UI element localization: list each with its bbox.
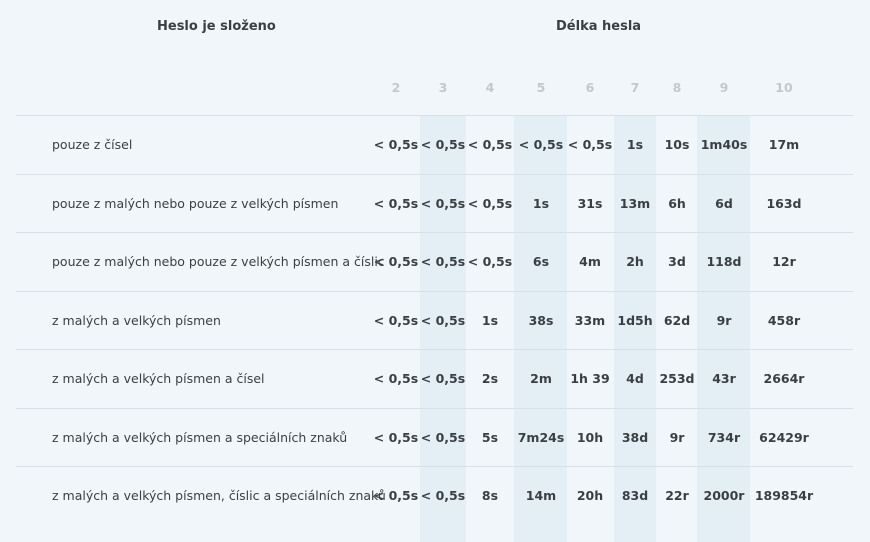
- crack-time-cell: < 0,5s: [373, 430, 419, 445]
- crack-time-cell: < 0,5s: [467, 196, 513, 211]
- row-label: pouze z čísel: [52, 137, 133, 152]
- row-divider: [16, 291, 853, 292]
- crack-time-cell: 8s: [481, 488, 499, 503]
- crack-time-cell: < 0,5s: [373, 196, 419, 211]
- crack-time-cell: < 0,5s: [467, 137, 513, 152]
- crack-time-cell: < 0,5s: [420, 313, 466, 328]
- crack-time-cell: 2s: [481, 371, 499, 386]
- crack-time-cell: 6s: [532, 254, 550, 269]
- crack-time-cell: 7m24s: [517, 430, 565, 445]
- row-label: z malých a velkých písmen a speciálních …: [52, 430, 348, 445]
- crack-time-cell: 9r: [716, 313, 732, 328]
- length-col-header: 10: [775, 80, 793, 95]
- column-stripe: [514, 116, 567, 542]
- length-col-header: 8: [672, 80, 682, 95]
- row-label: z malých a velkých písmen: [52, 313, 221, 328]
- crack-time-cell: 43r: [712, 371, 736, 386]
- crack-time-cell: 189854r: [754, 488, 814, 503]
- row-divider: [16, 174, 853, 175]
- crack-time-cell: 62d: [663, 313, 691, 328]
- crack-time-cell: 6d: [715, 196, 733, 211]
- length-col-header: 6: [585, 80, 595, 95]
- crack-time-cell: < 0,5s: [373, 488, 419, 503]
- crack-time-cell: 2m: [530, 371, 552, 386]
- crack-time-cell: < 0,5s: [567, 137, 613, 152]
- length-col-header: 9: [719, 80, 729, 95]
- crack-time-cell: 458r: [767, 313, 801, 328]
- row-label: pouze z malých nebo pouze z velkých písm…: [52, 254, 385, 269]
- crack-time-cell: 12r: [772, 254, 796, 269]
- row-divider: [16, 349, 853, 350]
- column-stripe: [420, 116, 466, 542]
- crack-time-cell: 1m40s: [700, 137, 748, 152]
- crack-time-cell: 14m: [525, 488, 557, 503]
- crack-time-cell: 83d: [621, 488, 649, 503]
- crack-time-cell: < 0,5s: [420, 371, 466, 386]
- crack-time-cell: 734r: [707, 430, 741, 445]
- crack-time-cell: < 0,5s: [420, 488, 466, 503]
- row-divider: [16, 232, 853, 233]
- row-divider: [16, 115, 853, 116]
- crack-time-cell: 38d: [621, 430, 649, 445]
- crack-time-cell: 253d: [659, 371, 695, 386]
- crack-time-cell: 31s: [577, 196, 603, 211]
- crack-time-cell: 17m: [768, 137, 800, 152]
- crack-time-cell: 1s: [532, 196, 550, 211]
- length-header: Délka hesla: [556, 19, 642, 34]
- crack-time-cell: 13m: [619, 196, 651, 211]
- crack-time-cell: 3d: [668, 254, 686, 269]
- crack-time-cell: 1s: [481, 313, 499, 328]
- crack-time-cell: 163d: [766, 196, 802, 211]
- row-label: z malých a velkých písmen, číslic a spec…: [52, 488, 386, 503]
- crack-time-cell: 4m: [579, 254, 601, 269]
- crack-time-cell: < 0,5s: [373, 254, 419, 269]
- crack-time-cell: 5s: [481, 430, 499, 445]
- crack-time-cell: 2664r: [763, 371, 805, 386]
- crack-time-cell: < 0,5s: [420, 254, 466, 269]
- row-label: z malých a velkých písmen a čísel: [52, 371, 265, 386]
- composition-header: Heslo je složeno: [157, 19, 276, 34]
- crack-time-cell: 62429r: [759, 430, 809, 445]
- column-stripe: [697, 116, 750, 542]
- length-col-header: 4: [485, 80, 495, 95]
- crack-time-cell: < 0,5s: [420, 196, 466, 211]
- crack-time-cell: 22r: [665, 488, 689, 503]
- crack-time-cell: 6h: [668, 196, 686, 211]
- crack-time-cell: < 0,5s: [373, 313, 419, 328]
- row-divider: [16, 466, 853, 467]
- column-stripe: [614, 116, 656, 542]
- crack-time-cell: 10s: [664, 137, 690, 152]
- crack-time-cell: 33m: [574, 313, 606, 328]
- length-col-header: 7: [630, 80, 640, 95]
- crack-time-cell: 9r: [669, 430, 685, 445]
- crack-time-cell: < 0,5s: [420, 137, 466, 152]
- crack-time-cell: 2000r: [703, 488, 745, 503]
- crack-time-cell: < 0,5s: [420, 430, 466, 445]
- length-col-header: 2: [391, 80, 401, 95]
- crack-time-cell: 1h 39: [570, 371, 610, 386]
- crack-time-cell: 118d: [706, 254, 742, 269]
- crack-time-cell: < 0,5s: [518, 137, 564, 152]
- length-col-header: 3: [438, 80, 448, 95]
- crack-time-cell: 4d: [626, 371, 644, 386]
- crack-time-cell: < 0,5s: [373, 371, 419, 386]
- row-divider: [16, 408, 853, 409]
- length-col-header: 5: [536, 80, 546, 95]
- crack-time-cell: 2h: [626, 254, 644, 269]
- crack-time-cell: 20h: [576, 488, 604, 503]
- crack-time-cell: 1d5h: [617, 313, 653, 328]
- crack-time-cell: < 0,5s: [467, 254, 513, 269]
- crack-time-cell: 38s: [528, 313, 554, 328]
- crack-time-cell: 10h: [576, 430, 604, 445]
- crack-time-cell: < 0,5s: [373, 137, 419, 152]
- row-label: pouze z malých nebo pouze z velkých písm…: [52, 196, 339, 211]
- crack-time-cell: 1s: [626, 137, 644, 152]
